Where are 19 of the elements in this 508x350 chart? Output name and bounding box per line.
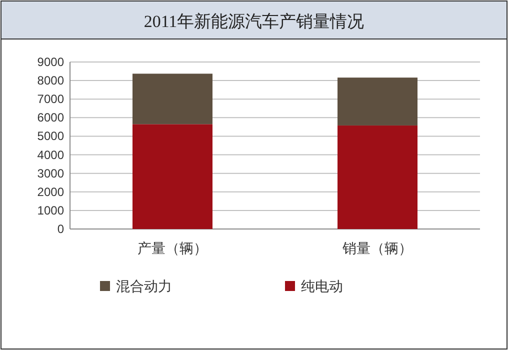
y-tick-label: 5000 <box>37 129 64 144</box>
bar <box>132 74 212 124</box>
y-tick-label: 1000 <box>37 203 64 218</box>
y-tick-label: 3000 <box>37 166 64 180</box>
bar <box>338 78 418 126</box>
y-tick-label: 6000 <box>37 110 64 125</box>
y-tick-label: 4000 <box>37 148 64 162</box>
y-tick-label: 8000 <box>37 74 64 88</box>
chart-title: 2011年新能源汽车产销量情况 <box>144 12 364 31</box>
legend-label: 混合动力 <box>116 278 172 294</box>
x-tick-label: 产量（辆） <box>138 240 208 256</box>
bar <box>132 124 212 229</box>
y-tick-label: 2000 <box>37 184 64 199</box>
y-tick-label: 9000 <box>37 55 64 69</box>
bar <box>338 125 418 229</box>
x-tick-label: 销量（辆） <box>342 240 412 256</box>
legend-label: 纯电动 <box>301 278 343 294</box>
y-tick-label: 7000 <box>37 92 64 106</box>
y-tick-label: 0 <box>57 222 64 236</box>
